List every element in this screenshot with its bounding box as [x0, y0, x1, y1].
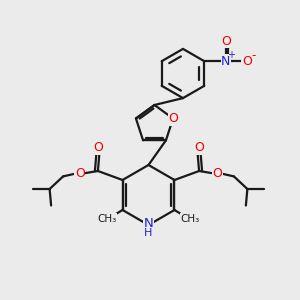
Text: O: O [75, 167, 85, 180]
Text: O: O [242, 55, 252, 68]
Text: O: O [221, 34, 231, 48]
Text: H: H [144, 228, 153, 239]
Text: O: O [212, 167, 222, 180]
Text: CH₃: CH₃ [97, 214, 116, 224]
Text: O: O [169, 112, 178, 125]
Text: +: + [227, 50, 235, 60]
Text: CH₃: CH₃ [181, 214, 200, 224]
Text: -: - [252, 49, 256, 62]
Text: N: N [144, 217, 153, 230]
Text: N: N [221, 55, 231, 68]
Text: O: O [194, 141, 204, 154]
Text: O: O [93, 141, 103, 154]
